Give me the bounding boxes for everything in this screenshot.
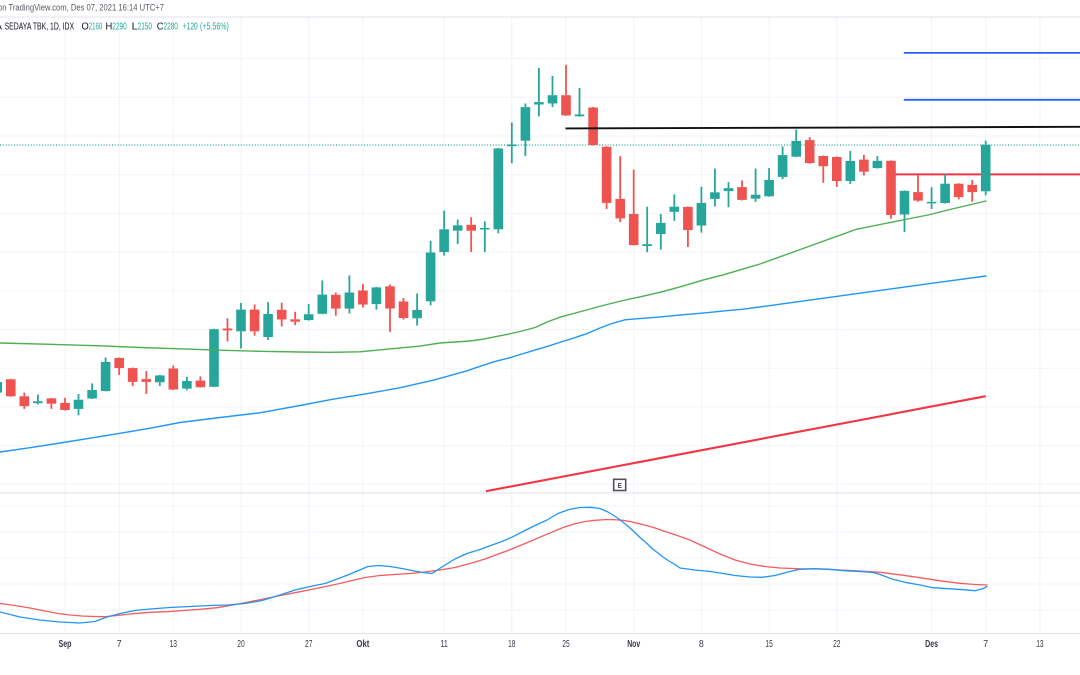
svg-text:20: 20 [237,639,245,650]
svg-text:7: 7 [983,639,988,650]
svg-text:L: L [132,21,138,33]
svg-text:25: 25 [562,639,570,650]
svg-text:8: 8 [699,639,704,650]
svg-text:13: 13 [1036,639,1044,650]
svg-text:2150: 2150 [138,21,152,33]
svg-text:+120: +120 [183,21,198,33]
svg-text:Sep: Sep [59,639,72,650]
svg-text:15: 15 [765,639,773,650]
svg-text:A: A [0,21,2,33]
svg-text:2290: 2290 [112,21,126,33]
svg-text:E: E [618,481,622,490]
svg-text:13: 13 [170,639,178,650]
svg-text:2160: 2160 [89,21,103,33]
svg-text:(+5.56%): (+5.56%) [200,21,229,33]
svg-text:O: O [82,21,89,33]
svg-text:22: 22 [833,639,841,650]
svg-text:27: 27 [305,639,313,650]
svg-text:2280: 2280 [164,21,178,33]
svg-text:C: C [157,21,164,33]
svg-text:Okt: Okt [356,639,370,650]
svg-text:H: H [106,21,113,33]
svg-text:on TradingView.com, Des 07, 20: on TradingView.com, Des 07, 2021 16:14 U… [0,3,164,13]
svg-text:11: 11 [440,639,448,650]
svg-text:SEDAYA TBK, 1D, IDX: SEDAYA TBK, 1D, IDX [5,21,75,33]
svg-text:Des: Des [925,639,938,650]
svg-text:Nov: Nov [627,639,640,650]
svg-text:7: 7 [117,639,122,650]
svg-text:18: 18 [508,639,516,650]
